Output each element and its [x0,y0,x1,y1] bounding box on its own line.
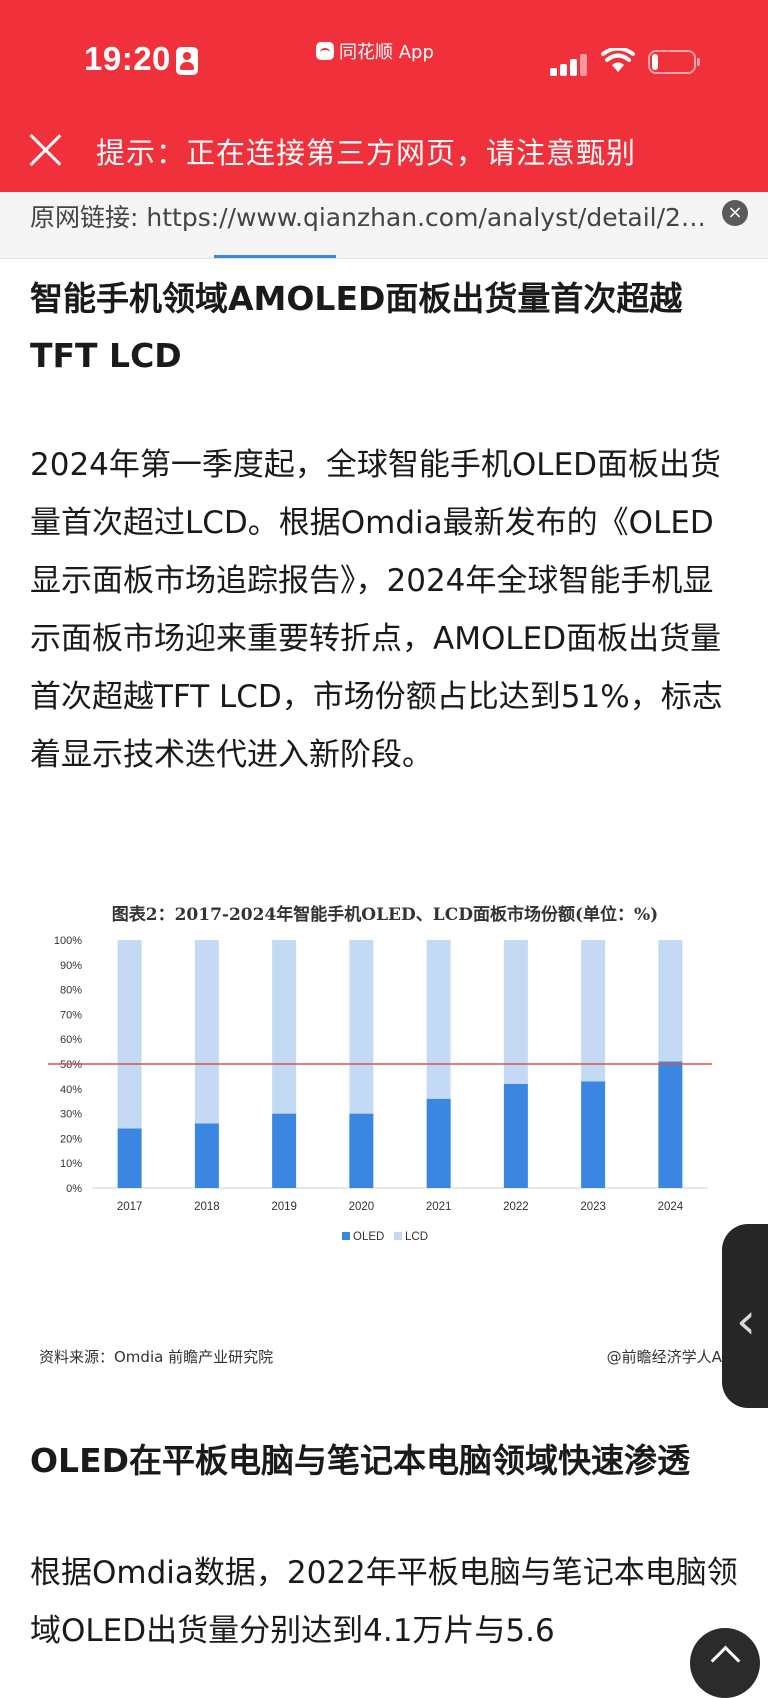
legend-swatch-lcd [394,1232,402,1240]
battery-icon [648,50,700,74]
x-tick-label: 2018 [194,1201,220,1213]
page-load-progress [214,255,336,258]
legend-label-lcd: LCD [405,1231,428,1240]
y-tick-label: 90% [60,960,82,972]
article-heading-1: 智能手机领域AMOLED面板出货量首次超越TFT LCD [30,279,683,375]
y-tick-label: 0% [66,1183,82,1195]
person-icon [176,47,198,75]
side-panel-handle[interactable]: ‹ [722,1224,768,1408]
bar-oled-2021 [426,1098,451,1188]
chart-figure[interactable]: 图表2：2017-2024年智能手机OLED、LCD面板市场份额(单位：%) 0… [30,880,740,1370]
x-tick-label: 2024 [658,1201,684,1213]
wifi-icon [601,48,635,72]
x-tick-label: 2023 [580,1201,606,1213]
close-icon[interactable] [28,132,64,168]
cellular-signal-icon [550,52,588,76]
url-bar: 原网链接: https://www.qianzhan.com/analyst/d… [0,192,768,259]
bar-oled-2018 [194,1123,219,1188]
y-tick-label: 60% [60,1034,82,1046]
top-header: 19:20 同花顺 App 提示：正在连接第三方网页，请注意甄别 [0,0,768,192]
y-tick-label: 50% [60,1059,82,1071]
bar-lcd-2024 [658,940,683,1062]
bar-lcd-2021 [426,940,451,1099]
chart-title: 图表2：2017-2024年智能手机OLED、LCD面板市场份额(单位：%) [111,905,659,925]
chevron-left-icon: ‹ [736,1292,756,1350]
figure-source: 资料来源：Omdia 前瞻产业研究院 [39,1348,274,1366]
bar-lcd-2019 [272,940,297,1114]
bar-lcd-2018 [194,940,219,1124]
y-tick-label: 80% [60,985,82,997]
bar-oled-2023 [581,1081,606,1188]
article-paragraph-1: 2024年第一季度起，全球智能手机OLED面板出货量首次超过LCD。根据Omdi… [30,447,723,773]
article-paragraph-2: 根据Omdia数据，2022年平板电脑与笔记本电脑领域OLED出货量分别达到4.… [30,1555,738,1649]
app-logo-icon [316,42,334,60]
bar-lcd-2017 [117,940,142,1129]
bar-oled-2017 [117,1128,142,1188]
x-tick-label: 2021 [426,1201,452,1213]
scroll-to-top-button[interactable] [690,1628,760,1698]
source-url[interactable]: 原网链接: https://www.qianzhan.com/analyst/d… [30,203,720,232]
y-tick-label: 40% [60,1084,82,1096]
figure-credit: @前瞻经济学人APP [606,1348,740,1366]
stacked-bar-chart: 0% 10% 20% 30% 40% 50% 60% 70% 80% 90% 100% 2017 201… [48,935,712,1240]
y-tick-label: 30% [60,1109,82,1121]
x-tick-label: 2020 [349,1201,375,1213]
x-tick-label: 2022 [503,1201,529,1213]
bar-lcd-2023 [581,940,606,1082]
bar-lcd-2022 [503,940,528,1084]
y-tick-label: 10% [60,1158,82,1170]
third-party-notice: 提示：正在连接第三方网页，请注意甄别 [96,136,637,170]
app-source-label: 同花顺 App [339,42,434,63]
clear-url-icon[interactable]: × [722,200,748,226]
x-tick-label: 2017 [117,1201,143,1213]
legend-label-oled: OLED [353,1231,384,1240]
bar-lcd-2020 [349,940,374,1114]
app-source[interactable]: 同花顺 App [316,38,434,64]
bar-oled-2024 [658,1061,683,1188]
x-tick-label: 2019 [271,1201,297,1213]
bar-oled-2019 [272,1113,297,1188]
bar-oled-2022 [503,1083,528,1188]
article-heading-2: OLED在平板电脑与笔记本电脑领域快速渗透 [30,1441,691,1480]
status-time: 19:20 [84,40,171,77]
y-tick-label: 100% [54,935,82,947]
bar-oled-2020 [349,1113,374,1188]
y-tick-label: 70% [60,1009,82,1021]
legend-swatch-oled [342,1232,350,1240]
y-tick-label: 20% [60,1133,82,1145]
